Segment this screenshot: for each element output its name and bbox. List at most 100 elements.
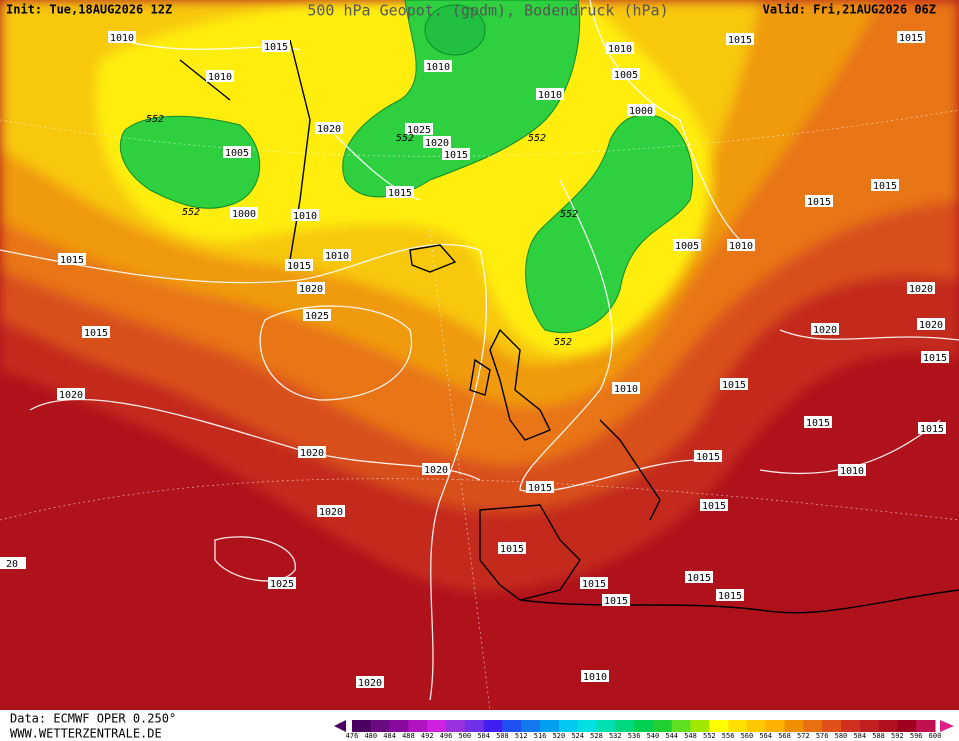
label-box [108,31,136,43]
colorbar-swatch [596,720,616,732]
isobar-label: 1020 [907,282,935,295]
isobar-label: 1015 [716,589,744,602]
header: Init: Tue,18AUG2026 12Z 500 hPa Geopot. … [6,2,936,20]
isobar-label: 1020 [317,505,345,518]
geopotential-label: 552 [528,133,546,144]
colorbar-swatch [803,720,823,732]
isobar-value: 1015 [873,181,897,192]
isobar-value: 1015 [702,501,726,512]
isobar-label: 1015 [602,594,630,607]
isobar-label: 1015 [726,33,754,46]
isobar-label: 1015 [58,253,86,266]
colorbar-swatch [483,720,503,732]
colorbar-swatch [840,720,861,732]
isobar-label: 1015 [526,481,554,494]
isobar-value: 1015 [687,573,711,584]
label-box [285,259,313,271]
geopotential-label: 552 [396,133,414,144]
isobar-value: 1005 [675,241,699,252]
colorbar-swatch [540,720,560,732]
colorbar-swatch [577,720,597,732]
isobar-label: 1020 [917,318,945,331]
label-box [223,146,251,158]
field [0,0,959,711]
geopotential-label: 552 [146,114,164,125]
isobar-value: 1015 [696,452,720,463]
label-box [356,676,384,688]
isobar-label: 1020 [811,323,839,336]
isobar-value: 1010 [325,251,349,262]
isobar-label: 1000 [627,104,655,117]
isobar-value: 1015 [582,579,606,590]
colorbar-label: 508 [496,732,509,740]
label-box [716,589,744,601]
label-box [581,670,609,682]
label-box [536,88,564,100]
label-box [726,33,754,45]
label-box [0,557,26,569]
label-box [685,571,713,583]
isobar-value: 1015 [528,483,552,494]
label-box [805,195,833,207]
isobar-label: 1015 [897,31,925,44]
isobar-value: 1015 [60,255,84,266]
isobar-label: 1015 [580,577,608,590]
colorbar-label: 520 [553,732,566,740]
label-box [804,416,832,428]
colorbar-swatch [878,720,898,732]
colorbar-label: 544 [665,732,678,740]
colorbar-swatch [558,720,579,732]
isobar-value: 1010 [608,44,632,55]
label-box [580,577,608,589]
colorbar-swatch [370,720,391,732]
isobar-value: 1015 [264,42,288,53]
colorbar-swatch [709,720,729,732]
isobar-label: 1010 [727,239,755,252]
isobar-value: 1010 [293,211,317,222]
label-box [298,446,326,458]
isobar-value: 1015 [287,261,311,272]
isobar-label: 1005 [673,239,701,252]
label-box [498,542,526,554]
label-box [627,104,655,116]
isobar-label: 1010 [108,31,136,44]
label-box [602,594,630,606]
label-box [422,463,450,475]
colorbar-swatch [427,720,447,732]
website: WWW.WETTERZENTRALE.DE [10,727,162,741]
isobar-label: 1015 [442,148,470,161]
colorbar-swatch [784,720,804,732]
isobar-value: 1020 [317,124,341,135]
label-box [917,318,945,330]
isobar-value: 1020 [319,507,343,518]
isobar-value: 20 [6,559,18,570]
isobar-label: 1010 [612,382,640,395]
label-box [82,326,110,338]
isobar-value: 1020 [300,448,324,459]
isobar-value: 1010 [583,672,607,683]
isobar-label: 1015 [805,195,833,208]
colorbar-label: 560 [741,732,754,740]
label-box [386,186,414,198]
isobar-label: 1010 [291,209,319,222]
isobar-label: 1020 [423,136,451,149]
isobar-value: 1015 [604,596,628,607]
label-box [871,179,899,191]
colorbar-swatch [502,720,522,732]
isobar-label: 1020 [297,282,325,295]
isobar-label: 1015 [262,40,290,53]
isobar-value: 1020 [919,320,943,331]
label-box [918,422,946,434]
colorbar-label: 572 [797,732,810,740]
colorbar-label: 500 [459,732,472,740]
label-box [291,209,319,221]
isobar-label: 1010 [581,670,609,683]
colorbar-label: 480 [364,732,377,740]
map-title: 500 hPa Geopot. (gpdm), Bodendruck (hPa) [307,2,668,20]
isobar-value: 1025 [270,579,294,590]
isobar-label: 1005 [223,146,251,159]
label-box [921,351,949,363]
isobar-value: 1010 [840,466,864,477]
isobar-label: 1015 [694,450,722,463]
